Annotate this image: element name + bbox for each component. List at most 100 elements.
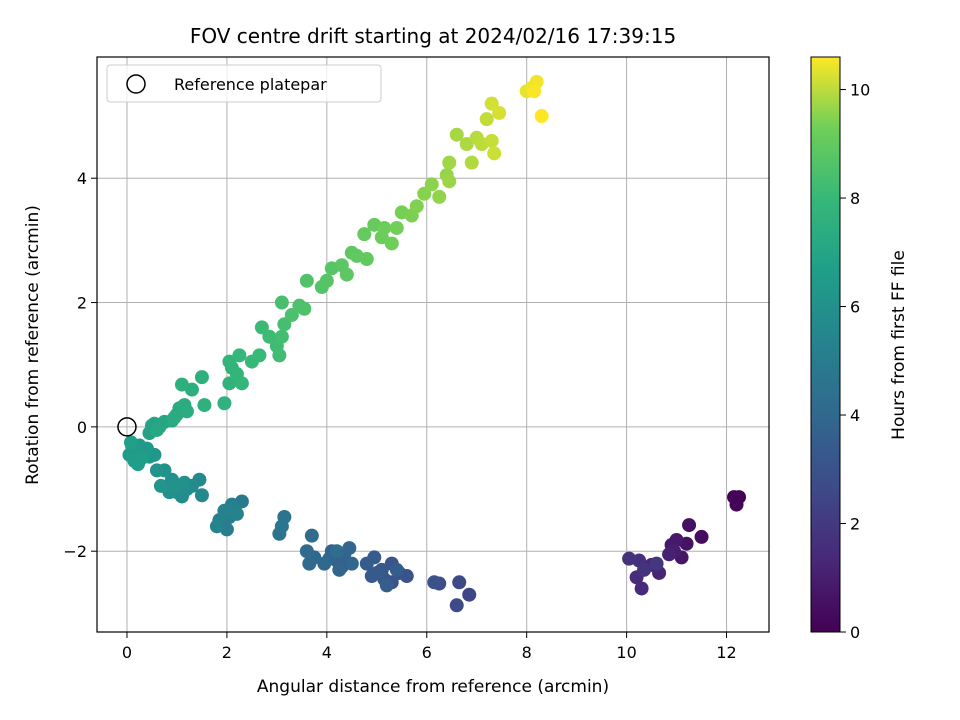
y-tick-label: −2 [63,542,87,561]
data-point [229,506,244,521]
data-point [317,556,332,571]
colorbar-tick-label: 2 [850,515,860,534]
data-point [232,348,247,363]
data-point [194,370,209,385]
data-point [484,133,499,148]
data-point [299,544,314,559]
data-point [277,317,292,332]
data-point [339,267,354,282]
legend-marker [126,74,146,94]
data-point [637,562,652,577]
legend: Reference platepar [106,64,382,103]
data-point [682,518,697,533]
data-point [359,556,374,571]
data-point [217,396,232,411]
colorbar-ticks: 0 2 4 6 8 10 [840,81,870,642]
data-point [634,581,649,596]
data-point [284,307,299,322]
data-point [487,146,502,161]
data-point [479,112,494,127]
y-axis-ticks: −2 0 2 4 [63,169,97,561]
data-point [442,174,457,189]
colorbar-tick-label: 0 [850,623,860,642]
y-tick-label: 4 [77,169,87,188]
data-point [442,155,457,170]
data-points [122,74,747,613]
data-point [329,544,344,559]
x-axis-ticks: 0 2 4 6 8 10 12 [122,632,737,662]
data-point [222,354,237,369]
data-point [167,410,182,425]
legend-box [106,64,382,103]
data-point [427,575,442,590]
data-point [209,519,224,534]
data-point [379,578,394,593]
plot-frame [96,56,770,633]
data-point [462,587,477,602]
x-tick-label: 6 [422,643,432,662]
data-point [153,478,168,493]
data-point [272,348,287,363]
x-tick-label: 4 [322,643,332,662]
data-point [389,562,404,577]
data-point [417,186,432,201]
colorbar-tick-label: 6 [850,298,860,317]
data-point [492,105,507,120]
data-point [252,348,267,363]
data-point [728,491,743,506]
data-point [197,398,212,413]
data-point [649,556,664,571]
data-point [222,376,237,391]
x-tick-label: 0 [122,643,132,662]
data-point [344,556,359,571]
data-point [134,450,149,465]
data-point [364,569,379,584]
grid-lines [97,57,769,632]
x-tick-label: 8 [522,643,532,662]
colorbar-tick-label: 4 [850,406,860,425]
data-point [527,84,542,99]
data-point [297,301,312,316]
x-tick-label: 12 [716,643,736,662]
y-tick-label: 0 [77,418,87,437]
data-point [464,155,479,170]
colorbar-label: Hours from first FF file [889,250,909,440]
data-point [194,488,209,503]
data-point [254,320,269,335]
data-point [302,556,317,571]
data-point [167,478,182,493]
data-point [274,329,289,344]
data-point [622,551,637,566]
data-point [174,377,189,392]
data-point [274,295,289,310]
data-point [449,127,464,142]
data-point [432,189,447,204]
data-point [149,463,164,478]
data-point [149,422,164,437]
data-point [359,252,374,267]
data-point [662,547,677,562]
reference-marker [117,417,137,437]
data-point [384,236,399,251]
data-point [332,562,347,577]
legend-label: Reference platepar [174,75,327,94]
data-point [304,528,319,543]
data-point [262,329,277,344]
x-axis-label: Angular distance from reference (arcmin) [257,677,609,697]
data-point [234,376,249,391]
colorbar-tick-label: 10 [850,81,870,100]
data-point [123,435,138,450]
data-point [342,541,357,556]
data-point [459,137,474,152]
x-tick-label: 2 [222,643,232,662]
data-point [389,220,404,235]
y-tick-label: 2 [77,294,87,313]
data-point [484,96,499,111]
data-point [449,598,464,613]
data-point [534,109,549,124]
data-point [299,273,314,288]
colorbar-gradient [811,57,840,632]
x-tick-label: 10 [616,643,636,662]
data-point [377,220,392,235]
